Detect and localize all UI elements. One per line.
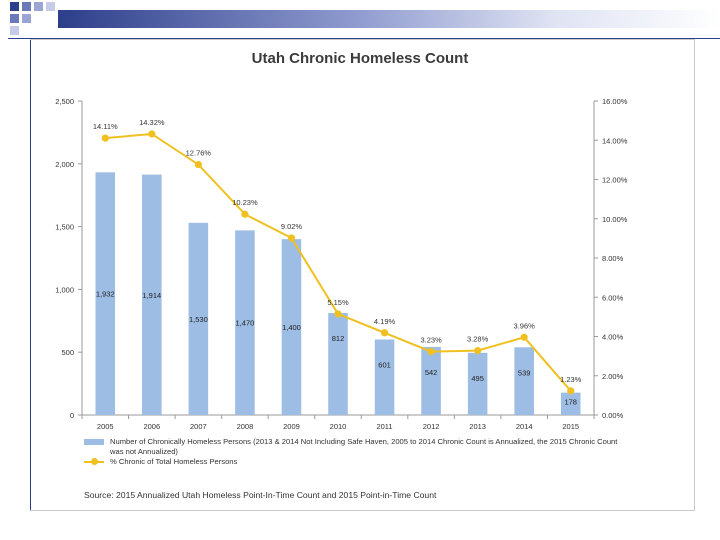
line-data-label: 14.32% — [139, 118, 165, 127]
header-rule — [8, 38, 720, 39]
bar-data-label: 1,470 — [236, 319, 255, 328]
y-right-tick-label: 0.00% — [602, 411, 624, 420]
line-point — [287, 234, 296, 242]
line-data-label: 10.23% — [232, 198, 258, 207]
bar-data-label: 1,530 — [189, 315, 208, 324]
line-point — [334, 310, 342, 318]
x-tick-label: 2013 — [469, 422, 486, 431]
line-data-label: 3.28% — [467, 335, 489, 344]
line-data-label: 4.19% — [374, 317, 396, 326]
x-tick-label: 2011 — [376, 422, 392, 431]
line-point — [474, 347, 482, 355]
legend-swatch-dot — [91, 458, 98, 465]
y-left-tick-label: 500 — [61, 348, 74, 357]
bar-series: 1,932 1,914 1,530 1,470 1,400 812 601 542 495 539… — [95, 172, 581, 415]
chart-axes: 0 500 1,000 1,500 2,000 2,500 0.00% 2.00% 4.00% 6… — [55, 97, 628, 431]
line-data-label: 3.96% — [514, 321, 536, 330]
bar-data-label: 812 — [332, 334, 345, 343]
line-point — [101, 134, 109, 142]
x-tick-label: 2010 — [330, 422, 347, 431]
line-point — [148, 130, 156, 138]
source-note: Source: 2015 Annualized Utah Homeless Po… — [84, 490, 437, 500]
y-left-tick-label: 1,500 — [55, 223, 74, 232]
x-tick-label: 2006 — [143, 422, 160, 431]
x-tick-label: 2007 — [190, 422, 207, 431]
x-tick-label: 2014 — [516, 422, 533, 431]
bar — [514, 347, 534, 415]
bar — [281, 239, 302, 415]
chart-frame — [30, 39, 695, 511]
line-data-label: 1.23% — [560, 375, 582, 384]
bar — [235, 230, 255, 415]
line-data-label: 9.02% — [281, 222, 303, 231]
bar — [421, 346, 441, 415]
line-point — [241, 210, 249, 218]
legend-swatch-bars — [84, 439, 104, 445]
bar — [560, 392, 581, 415]
bar — [467, 352, 488, 415]
chart-title: Utah Chronic Homeless Count — [251, 50, 469, 67]
line-data-label: 14.11% — [93, 122, 118, 131]
x-tick-label: 2015 — [562, 422, 579, 431]
bar-data-label: 539 — [518, 368, 531, 377]
x-tick-label: 2009 — [283, 422, 300, 431]
legend: Number of Chronically Homeless Persons (… — [84, 437, 624, 467]
slide-left-rule — [30, 40, 31, 510]
y-right-tick-label: 16.00% — [602, 97, 628, 106]
y-right-tick-label: 14.00% — [602, 136, 628, 145]
legend-label-bars: Number of Chronically Homeless Persons (… — [110, 437, 618, 456]
line-point — [194, 160, 202, 169]
legend-item-line: % Chronic of Total Homeless Persons — [84, 457, 624, 467]
legend-item-bars: Number of Chronically Homeless Persons (… — [84, 437, 624, 457]
slide-header-decoration — [0, 0, 720, 44]
line-point — [380, 329, 389, 337]
y-right-tick-label: 4.00% — [602, 333, 624, 342]
y-right-tick-label: 10.00% — [602, 215, 628, 224]
y-right-tick-label: 6.00% — [602, 293, 624, 302]
line-point — [520, 333, 528, 341]
legend-label-line: % Chronic of Total Homeless Persons — [110, 457, 238, 466]
bar-data-label: 601 — [378, 361, 391, 370]
y-left-tick-label: 1,000 — [55, 285, 74, 294]
bar-data-label: 178 — [564, 398, 577, 407]
line-point — [567, 387, 575, 395]
bar-data-label: 1,400 — [282, 323, 301, 332]
bar — [328, 313, 348, 415]
x-tick-label: 2008 — [237, 422, 254, 431]
y-right-tick-label: 12.00% — [602, 176, 628, 185]
line-series: 14.11% 14.32% 12.76% 10.23% 9.02% 5.15% 4.19% 3… — [93, 118, 582, 395]
x-tick-label: 2005 — [97, 422, 114, 431]
y-left-tick-label: 2,500 — [55, 97, 74, 106]
line-data-label: 5.15% — [327, 298, 349, 307]
line-point — [427, 348, 435, 356]
y-right-tick-label: 2.00% — [602, 372, 624, 381]
line-data-label: 3.23% — [420, 336, 442, 345]
x-tick-label: 2012 — [423, 422, 440, 431]
bar-data-label: 1,932 — [96, 290, 115, 299]
y-left-tick-label: 2,000 — [55, 160, 74, 169]
bar — [188, 222, 209, 415]
bar — [95, 172, 116, 415]
bar — [374, 339, 395, 415]
bar-data-label: 495 — [471, 374, 484, 383]
bar — [142, 174, 162, 415]
bar-data-label: 542 — [425, 368, 438, 377]
y-left-tick-label: 0 — [70, 411, 74, 420]
y-right-tick-label: 8.00% — [602, 254, 624, 263]
bar-data-label: 1,914 — [142, 291, 161, 300]
line-data-label: 12.76% — [186, 149, 212, 158]
